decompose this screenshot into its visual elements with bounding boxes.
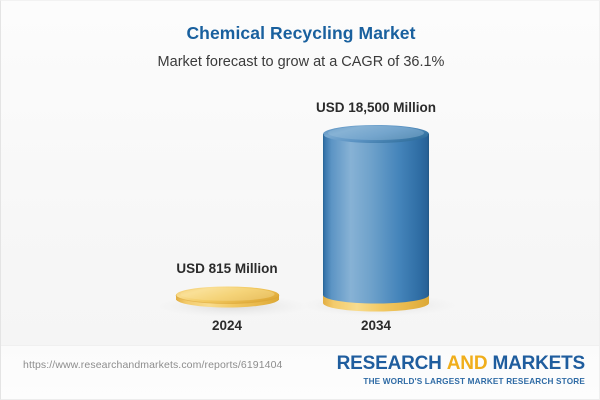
chart-title: Chemical Recycling Market	[186, 23, 416, 43]
source-url-link[interactable]: https://www.researchandmarkets.com/repor…	[23, 359, 283, 371]
logo-word-research: RESEARCH	[336, 353, 442, 374]
chart-plot-area: USD 815 Million USD 18,500 Million 2024 …	[1, 1, 599, 346]
bar-top-2024	[176, 286, 279, 304]
logo-word-markets: MARKETS	[492, 353, 585, 374]
bar-group-2024	[159, 286, 307, 317]
research-and-markets-logo[interactable]: RESEARCH AND MARKETS THE WORLD'S LARGEST…	[336, 353, 586, 386]
bar-body-2034	[323, 134, 429, 295]
bar-group-2034	[303, 125, 455, 316]
bar-edge-right-2034	[427, 134, 429, 295]
chart-subtitle: Market forecast to grow at a CAGR of 36.…	[157, 54, 445, 70]
value-label-2034: USD 18,500 Million	[316, 100, 436, 115]
value-label-2024: USD 815 Million	[176, 261, 277, 276]
chart-header: Chemical Recycling Market Market forecas…	[1, 1, 599, 71]
logo-tagline: THE WORLD'S LARGEST MARKET RESEARCH STOR…	[363, 377, 585, 386]
chart-footer: https://www.researchandmarkets.com/repor…	[1, 345, 599, 399]
bar-top-highlight-2034	[328, 126, 424, 140]
bar-chart-svg: USD 815 Million USD 18,500 Million 2024 …	[159, 100, 455, 333]
category-label-2034: 2034	[361, 318, 392, 333]
bar-body-bottom-curve-2034	[323, 289, 429, 304]
bar-base-edge-2024	[175, 294, 280, 304]
bar-top-2034	[323, 125, 429, 143]
bar-edge-left-2034	[323, 134, 325, 295]
logo-word-and: AND	[446, 353, 488, 374]
category-label-2024: 2024	[212, 318, 243, 333]
bar-top-highlight-2024	[180, 287, 275, 301]
logo-wordmark: RESEARCH AND MARKETS	[336, 353, 586, 374]
